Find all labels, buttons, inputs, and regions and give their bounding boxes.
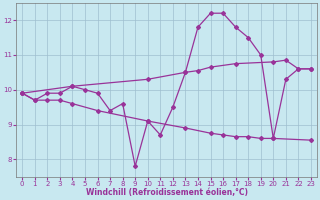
- X-axis label: Windchill (Refroidissement éolien,°C): Windchill (Refroidissement éolien,°C): [85, 188, 248, 197]
